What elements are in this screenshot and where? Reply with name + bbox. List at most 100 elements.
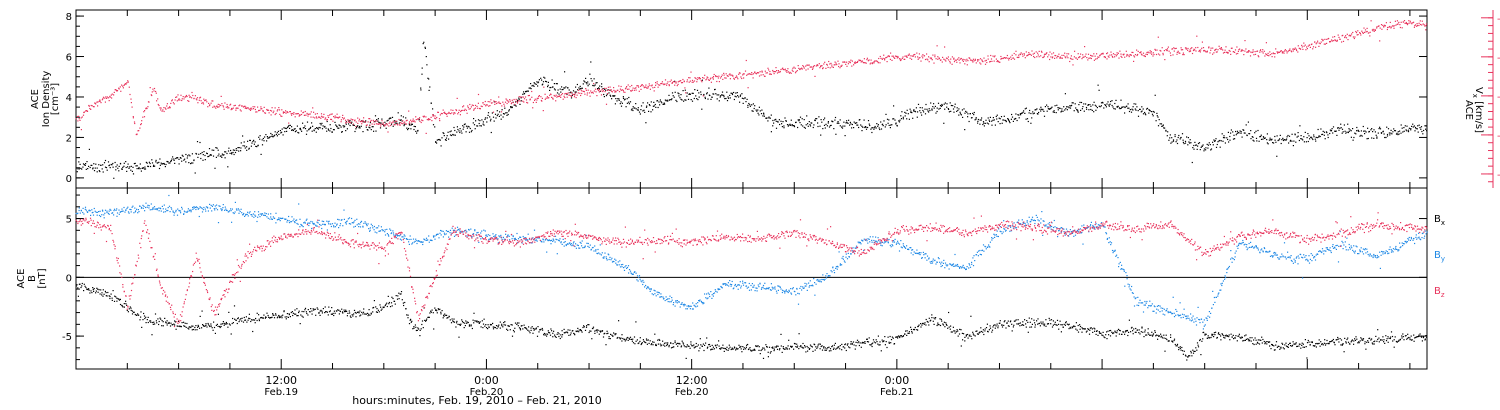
data-point [600, 331, 602, 333]
data-point [666, 99, 668, 101]
data-point [1003, 115, 1005, 117]
data-point [317, 128, 319, 130]
data-point [1294, 134, 1296, 136]
data-point [229, 152, 231, 154]
data-point [310, 308, 312, 310]
data-point [1410, 129, 1412, 131]
data-point [1412, 123, 1414, 125]
data-point [1033, 52, 1035, 54]
data-point [739, 94, 742, 96]
data-point [725, 97, 727, 100]
data-point [231, 152, 233, 154]
data-point [752, 73, 754, 75]
data-point [655, 344, 657, 346]
data-point [1194, 141, 1196, 143]
data-point [272, 313, 274, 315]
data-point [1394, 130, 1396, 132]
data-point [301, 310, 303, 313]
data-point [1205, 51, 1207, 53]
data-point [1191, 161, 1193, 164]
data-point [774, 71, 776, 73]
data-point [474, 128, 476, 130]
data-point [1318, 135, 1320, 137]
data-point [396, 120, 398, 122]
data-point [1151, 113, 1154, 115]
data-point [369, 118, 371, 120]
data-point [295, 130, 297, 132]
data-point [548, 97, 550, 99]
data-point [1228, 141, 1230, 143]
data-point [463, 105, 465, 107]
data-point [156, 100, 158, 102]
data-point [358, 312, 360, 314]
data-point [1034, 326, 1036, 328]
data-point [1310, 136, 1312, 138]
data-point [1333, 40, 1335, 42]
data-point [1072, 58, 1074, 60]
data-point [926, 108, 928, 110]
data-point [100, 289, 102, 291]
data-point [415, 326, 417, 328]
data-point [454, 129, 456, 132]
data-point [1239, 48, 1241, 50]
data-point [1288, 142, 1290, 144]
data-point [528, 87, 530, 89]
data-point [476, 321, 478, 323]
data-point [666, 84, 668, 86]
data-point [867, 120, 870, 122]
data-point [658, 84, 660, 86]
data-point [465, 320, 467, 322]
data-point [1022, 111, 1024, 113]
data-point [1071, 102, 1073, 104]
data-point [1311, 43, 1313, 45]
data-point [1107, 55, 1109, 57]
right-tick-label: -400 [1497, 53, 1500, 64]
data-point [989, 120, 991, 122]
data-point [770, 73, 772, 75]
data-point [806, 115, 808, 117]
data-point [516, 102, 519, 104]
data-point [80, 129, 82, 131]
data-point [645, 84, 647, 86]
data-point [283, 127, 285, 129]
data-point [501, 325, 503, 327]
data-point [1263, 137, 1265, 139]
data-point [692, 81, 694, 83]
data-point [996, 118, 998, 120]
data-point [976, 333, 979, 335]
data-point [1091, 55, 1093, 57]
data-point [791, 125, 793, 127]
data-point [1396, 20, 1398, 22]
data-point [874, 342, 877, 344]
data-point [728, 74, 730, 76]
data-point [1282, 139, 1285, 142]
data-point [758, 346, 760, 348]
data-point [1300, 48, 1302, 50]
data-point [179, 325, 181, 328]
data-point [1217, 49, 1219, 51]
data-point [261, 139, 263, 141]
data-point [890, 342, 892, 344]
data-point [264, 112, 266, 114]
data-point [1090, 54, 1092, 56]
data-point [972, 331, 974, 333]
left-axis-unit: [cm⁻³] [50, 83, 61, 115]
data-point [885, 113, 887, 115]
data-point [1090, 57, 1092, 60]
data-point [628, 101, 630, 103]
data-point [660, 345, 662, 347]
data-point [1425, 29, 1427, 31]
data-point [1221, 48, 1223, 50]
data-point [765, 117, 767, 119]
data-point [1119, 108, 1121, 110]
data-point [446, 135, 448, 137]
data-point [313, 111, 315, 113]
data-point [102, 171, 104, 173]
data-point [855, 345, 857, 347]
data-point [83, 290, 85, 292]
data-point [866, 341, 868, 343]
data-point [970, 59, 972, 61]
data-point [410, 128, 412, 130]
data-point [211, 100, 213, 102]
data-point [725, 349, 728, 351]
